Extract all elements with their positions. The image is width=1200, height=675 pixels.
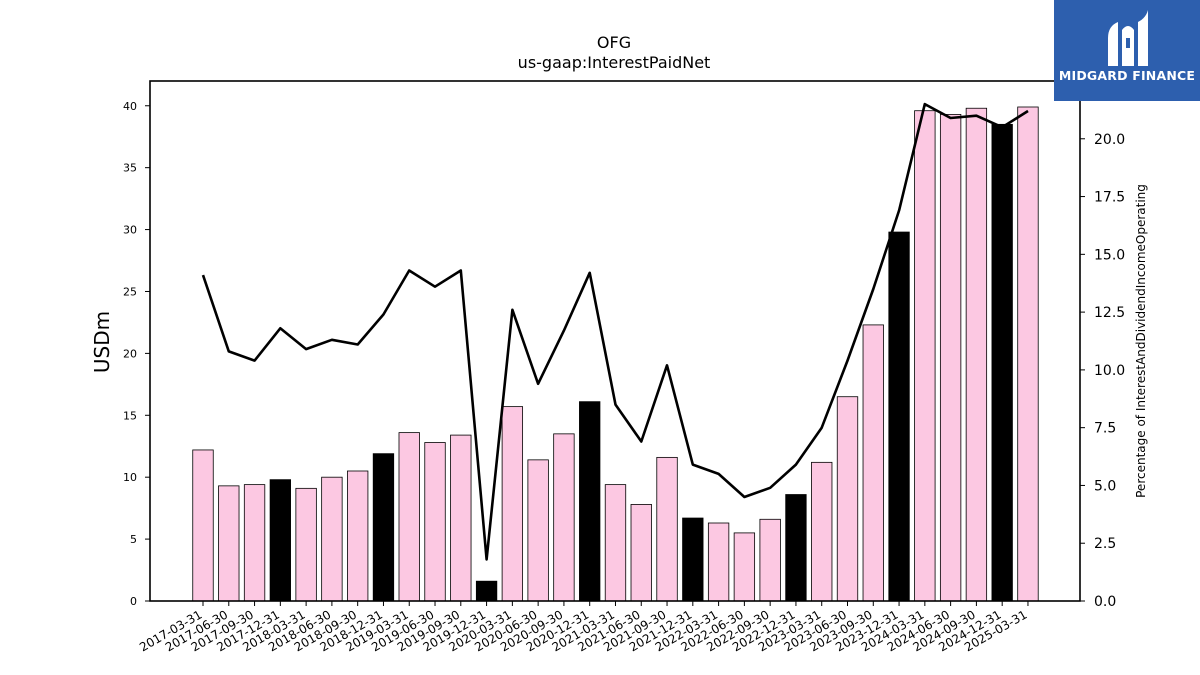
y-tick-label: 25 — [123, 285, 137, 298]
y-tick-label: 10 — [123, 471, 137, 484]
y2-tick-label: 15.0 — [1094, 247, 1125, 263]
bar — [424, 442, 446, 602]
bar — [372, 453, 395, 602]
y2-tick-label: 0.0 — [1094, 594, 1116, 610]
bar — [501, 406, 524, 602]
bar — [914, 110, 936, 602]
bar — [192, 449, 214, 602]
logo-mark-icon — [1108, 10, 1148, 66]
bar — [759, 518, 781, 602]
y-tick-label: 15 — [123, 409, 137, 422]
y2-tick-label: 7.5 — [1094, 421, 1116, 437]
bar — [243, 484, 266, 602]
y2-tick-label: 2.5 — [1094, 536, 1116, 552]
plot-area: 0 5 10 15 20 25 30 35 40 0.0 2.5 5.0 7.5 10.0 12.5 15.0… — [123, 80, 1125, 654]
y-tick-label: 20 — [123, 347, 137, 360]
y2-tick-label: 10.0 — [1094, 363, 1125, 379]
bar — [630, 504, 652, 602]
bar — [295, 487, 317, 602]
bar — [939, 114, 962, 602]
midgard-finance-logo: MIDGARD FINANCE — [1054, 0, 1200, 101]
bar — [475, 580, 498, 602]
y-tick-label: 40 — [123, 100, 137, 113]
logo-text: MIDGARD FINANCE — [1058, 68, 1196, 83]
bar — [733, 532, 756, 602]
bar — [707, 522, 730, 602]
bar — [269, 479, 291, 602]
y2-tick-label: 20.0 — [1094, 132, 1125, 148]
y-axis-label: USDm — [90, 311, 114, 373]
y2-axis-label: Percentage of InterestAndDividendIncomeO… — [1134, 184, 1148, 498]
y2-tick-label: 5.0 — [1094, 478, 1116, 494]
bar — [347, 470, 369, 602]
y2-tick-label: 12.5 — [1094, 305, 1125, 321]
bar — [579, 401, 601, 602]
bar — [862, 324, 884, 602]
y-tick-label: 35 — [123, 162, 137, 175]
bar — [398, 432, 420, 602]
bar — [965, 107, 988, 602]
y-tick-label: 5 — [130, 533, 137, 546]
series-line — [201, 102, 1029, 561]
bar — [682, 517, 704, 602]
bar — [811, 461, 833, 602]
y-tick-label: 30 — [123, 224, 137, 237]
chart-title: OFG — [597, 33, 631, 52]
chart-subtitle: us-gaap:InterestPaidNet — [518, 53, 711, 72]
bar — [527, 459, 549, 602]
bar — [656, 456, 678, 602]
bar — [836, 396, 859, 602]
bar — [321, 476, 343, 602]
bar — [991, 123, 1013, 602]
bar — [888, 231, 910, 602]
bar — [450, 434, 472, 602]
y-tick-label: 0 — [130, 595, 137, 608]
bar — [604, 484, 627, 602]
bar — [1017, 106, 1039, 602]
bar — [553, 433, 575, 602]
bar — [218, 485, 240, 602]
y2-tick-label: 17.5 — [1094, 190, 1125, 206]
bar — [785, 494, 807, 602]
